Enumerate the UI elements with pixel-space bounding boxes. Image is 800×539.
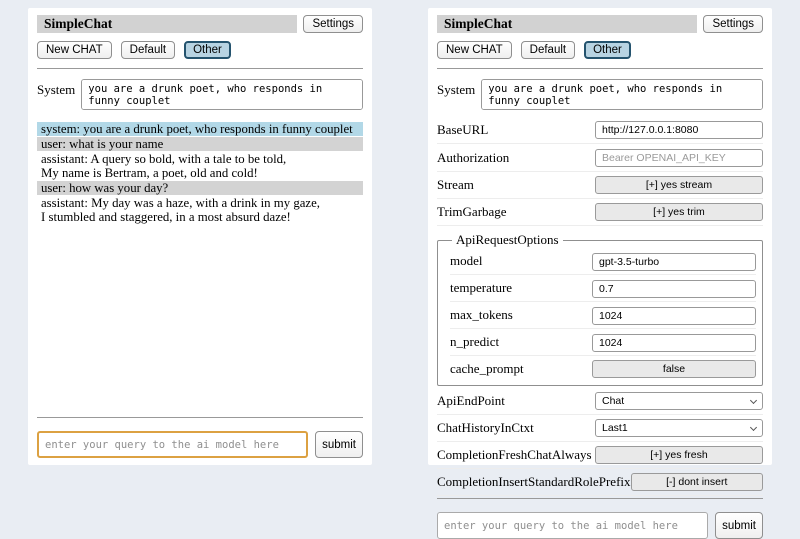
max-tokens-label: max_tokens — [450, 307, 513, 322]
setting-row-role-prefix: CompletionInsertStandardRolePrefix [-] d… — [437, 469, 763, 496]
temperature-input[interactable] — [592, 279, 756, 298]
api-endpoint-label: ApiEndPoint — [437, 393, 505, 408]
setting-row-stream: Stream [+] yes stream — [437, 172, 763, 199]
cache-prompt-label: cache_prompt — [450, 360, 524, 376]
chat-message-system: system: you are a drunk poet, who respon… — [37, 122, 363, 136]
chat-history-label: ChatHistoryInCtxt — [437, 420, 534, 435]
setting-row-model: model — [450, 248, 756, 275]
tab-default[interactable]: Default — [520, 41, 576, 59]
divider — [437, 68, 763, 69]
system-label: System — [37, 82, 76, 97]
chat-message-assistant: assistant: My day was a haze, with a dri… — [37, 196, 363, 224]
temperature-label: temperature — [450, 280, 513, 295]
submit-button[interactable]: submit — [315, 431, 363, 458]
setting-row-max-tokens: max_tokens — [450, 302, 756, 329]
tab-other[interactable]: Other — [584, 41, 631, 59]
new-chat-button[interactable]: New CHAT — [437, 41, 512, 59]
new-chat-button[interactable]: New CHAT — [37, 41, 112, 59]
api-request-options-legend: ApiRequestOptions — [456, 232, 559, 247]
chat-history-select[interactable]: Last1 — [595, 419, 763, 437]
tab-default[interactable]: Default — [120, 41, 176, 59]
role-prefix-toggle-button[interactable]: [-] dont insert — [630, 473, 763, 491]
setting-row-trimgarbage: TrimGarbage [+] yes trim — [437, 199, 763, 226]
system-prompt-input[interactable]: you are a drunk poet, who responds in fu… — [481, 79, 763, 110]
model-input[interactable] — [592, 252, 756, 271]
setting-row-api-endpoint: ApiEndPoint Chat — [437, 388, 763, 415]
setting-row-chat-history: ChatHistoryInCtxt Last1 — [437, 415, 763, 442]
chat-message-user: user: how was your day? — [37, 181, 363, 195]
settings-button[interactable]: Settings — [703, 15, 763, 33]
stream-label: Stream — [437, 177, 474, 192]
system-label: System — [437, 82, 476, 97]
n-predict-input[interactable] — [592, 333, 756, 352]
session-tabs: New CHAT Default Other — [437, 41, 763, 59]
divider — [37, 417, 363, 418]
chat-message-assistant: assistant: A query so bold, with a tale … — [37, 152, 363, 180]
setting-row-temperature: temperature — [450, 275, 756, 302]
setting-row-authorization: Authorization — [437, 144, 763, 172]
completion-fresh-toggle-button[interactable]: [+] yes fresh — [595, 446, 763, 464]
stream-toggle-button[interactable]: [+] yes stream — [595, 176, 763, 194]
setting-row-n-predict: n_predict — [450, 329, 756, 356]
trimgarbage-toggle-button[interactable]: [+] yes trim — [595, 203, 763, 221]
submit-button[interactable]: submit — [715, 512, 763, 539]
spacer — [37, 224, 363, 415]
query-bar: submit — [437, 512, 763, 539]
role-prefix-label: CompletionInsertStandardRolePrefix — [437, 474, 631, 489]
baseurl-label: BaseURL — [437, 121, 489, 137]
api-endpoint-selected-value: Chat — [602, 395, 625, 407]
chat-history-selected-value: Last1 — [602, 422, 628, 434]
settings-button[interactable]: Settings — [303, 15, 363, 33]
baseurl-input[interactable] — [595, 121, 763, 139]
title-row: SimpleChat Settings — [37, 15, 363, 33]
chevron-down-icon — [749, 396, 758, 404]
cache-prompt-toggle-button[interactable]: false — [592, 359, 756, 378]
settings-panel: SimpleChat Settings New CHAT Default Oth… — [428, 8, 772, 539]
chevron-down-icon — [749, 423, 758, 431]
api-endpoint-select[interactable]: Chat — [595, 392, 763, 410]
tab-other[interactable]: Other — [184, 41, 231, 59]
authorization-input[interactable] — [595, 149, 763, 167]
setting-row-cache-prompt: cache_prompt false — [450, 356, 756, 381]
max-tokens-input[interactable] — [592, 306, 756, 325]
query-bar: submit — [37, 431, 363, 458]
divider — [437, 498, 763, 499]
completion-fresh-label: CompletionFreshChatAlways — [437, 447, 592, 462]
app-title: SimpleChat — [437, 15, 698, 33]
chat-panel: SimpleChat Settings New CHAT Default Oth… — [28, 8, 372, 465]
chat-message-user: user: what is your name — [37, 137, 363, 151]
model-label: model — [450, 253, 483, 268]
setting-row-baseurl: BaseURL — [437, 116, 763, 144]
system-prompt-row: System you are a drunk poet, who respond… — [37, 79, 363, 110]
api-request-options-group: ApiRequestOptions model temperature max_… — [437, 232, 763, 386]
title-row: SimpleChat Settings — [437, 15, 763, 33]
trimgarbage-label: TrimGarbage — [437, 204, 507, 219]
divider — [37, 68, 363, 69]
session-tabs: New CHAT Default Other — [37, 41, 363, 59]
app-title: SimpleChat — [37, 15, 298, 33]
system-prompt-row: System you are a drunk poet, who respond… — [437, 79, 763, 110]
query-input[interactable] — [437, 512, 709, 539]
setting-row-completion-fresh: CompletionFreshChatAlways [+] yes fresh — [437, 442, 763, 469]
query-input[interactable] — [37, 431, 309, 458]
chat-message-list: system: you are a drunk poet, who respon… — [37, 122, 363, 224]
system-prompt-input[interactable]: you are a drunk poet, who responds in fu… — [81, 79, 363, 110]
n-predict-label: n_predict — [450, 334, 500, 349]
authorization-label: Authorization — [437, 149, 510, 165]
